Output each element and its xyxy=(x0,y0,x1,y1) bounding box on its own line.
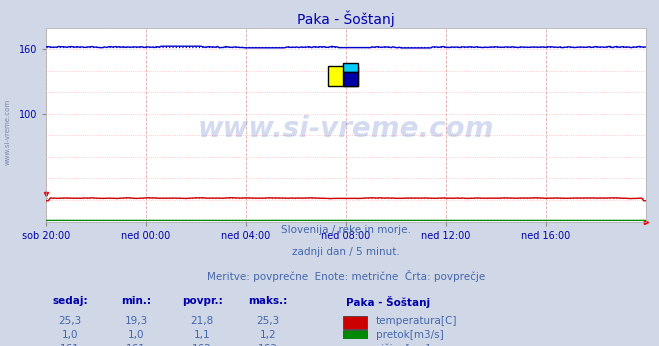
Text: 163: 163 xyxy=(258,344,278,346)
Text: 162: 162 xyxy=(192,344,212,346)
Text: www.si-vreme.com: www.si-vreme.com xyxy=(5,98,11,165)
Text: 1,2: 1,2 xyxy=(260,330,276,340)
Text: 25,3: 25,3 xyxy=(59,316,82,326)
Text: pretok[m3/s]: pretok[m3/s] xyxy=(376,330,444,340)
FancyBboxPatch shape xyxy=(328,66,358,86)
Text: maks.:: maks.: xyxy=(248,295,287,306)
Text: min.:: min.: xyxy=(121,295,151,306)
Bar xyxy=(343,330,367,343)
Text: 19,3: 19,3 xyxy=(125,316,148,326)
Text: 161: 161 xyxy=(60,344,80,346)
Text: temperatura[C]: temperatura[C] xyxy=(376,316,457,326)
FancyBboxPatch shape xyxy=(343,72,358,86)
Text: sedaj:: sedaj: xyxy=(52,295,88,306)
Text: 1,0: 1,0 xyxy=(128,330,144,340)
FancyBboxPatch shape xyxy=(343,63,358,72)
Text: povpr.:: povpr.: xyxy=(182,295,223,306)
Text: Slovenija / reke in morje.: Slovenija / reke in morje. xyxy=(281,225,411,235)
Text: 1,0: 1,0 xyxy=(62,330,78,340)
Text: www.si-vreme.com: www.si-vreme.com xyxy=(198,115,494,143)
Text: zadnji dan / 5 minut.: zadnji dan / 5 minut. xyxy=(292,247,400,257)
Text: Paka - Šoštanj: Paka - Šoštanj xyxy=(346,295,430,308)
Text: 161: 161 xyxy=(126,344,146,346)
Text: 1,1: 1,1 xyxy=(194,330,210,340)
Text: 25,3: 25,3 xyxy=(256,316,279,326)
Bar xyxy=(343,344,367,346)
Bar xyxy=(343,316,367,328)
Title: Paka - Šoštanj: Paka - Šoštanj xyxy=(297,10,395,27)
Text: 21,8: 21,8 xyxy=(190,316,214,326)
Text: Meritve: povprečne  Enote: metrične  Črta: povprečje: Meritve: povprečne Enote: metrične Črta:… xyxy=(207,270,485,282)
Text: višina[cm]: višina[cm] xyxy=(376,344,431,346)
